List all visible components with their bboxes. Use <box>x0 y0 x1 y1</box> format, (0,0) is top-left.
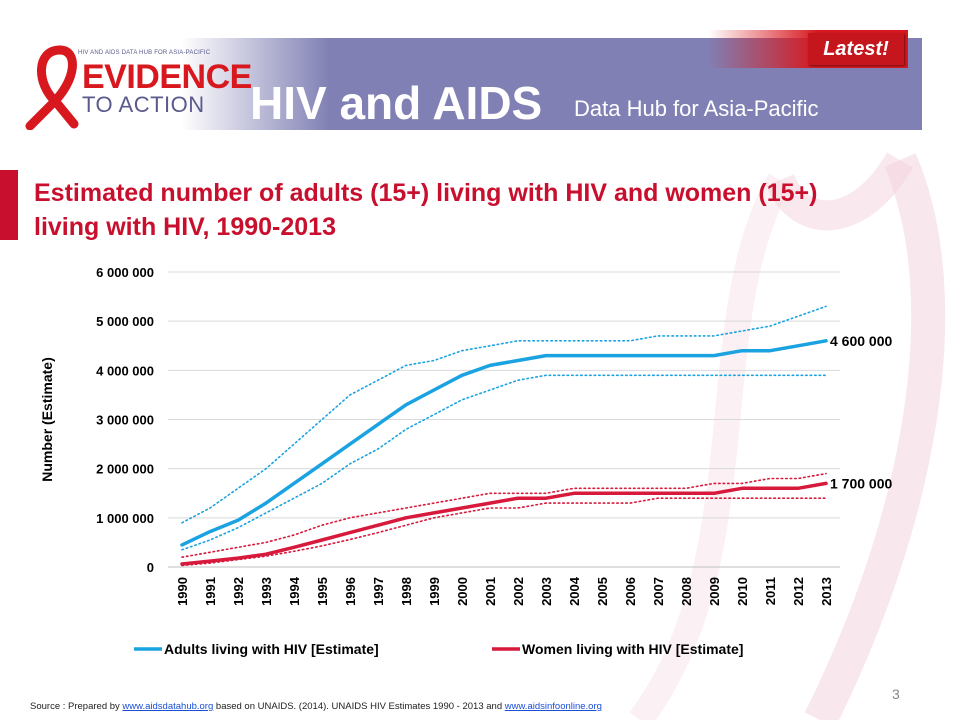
legend-label: Adults living with HIV [Estimate] <box>164 641 379 657</box>
y-tick-label: 3 000 000 <box>96 413 154 428</box>
end-value-label: 1 700 000 <box>830 475 892 491</box>
logo-tagline: HIV AND AIDS DATA HUB FOR ASIA-PACIFIC <box>78 50 211 56</box>
series-bound-line-4 <box>181 472 827 558</box>
logo-action-text: TO ACTION <box>82 92 205 117</box>
source-footer: Source : Prepared by www.aidsdatahub.org… <box>30 701 602 712</box>
series-bound-line-2 <box>181 374 827 551</box>
y-tick-label: 1 000 000 <box>96 511 154 526</box>
red-ribbon-icon <box>25 45 79 130</box>
y-tick-label: 5 000 000 <box>96 314 154 329</box>
header-subtitle: Data Hub for Asia-Pacific <box>574 96 819 121</box>
logo-evidence-text: EVIDENCE <box>82 58 252 96</box>
x-tick-label: 1997 <box>371 577 386 606</box>
page-number: 3 <box>892 686 900 702</box>
y-tick-label: 4 000 000 <box>96 363 154 378</box>
footer-middle: based on UNAIDS. (2014). UNAIDS HIV Esti… <box>213 701 505 712</box>
x-tick-label: 2007 <box>651 577 666 606</box>
x-tick-label: 2009 <box>707 577 722 606</box>
x-tick-label: 1991 <box>203 577 218 606</box>
series-bound-line-5 <box>181 497 827 567</box>
x-tick-label: 2013 <box>819 577 834 606</box>
evidence-to-action-logo: HIV AND AIDS DATA HUB FOR ASIA-PACIFIC E… <box>16 44 256 130</box>
x-tick-label: 2006 <box>623 577 638 606</box>
footer-prefix: Source : Prepared by <box>30 701 123 712</box>
series-line-3 <box>180 481 828 566</box>
series-bound-line-1 <box>181 305 827 524</box>
x-tick-label: 1996 <box>343 577 358 606</box>
x-tick-label: 1999 <box>427 577 442 606</box>
aidsdatahub-link[interactable]: www.aidsdatahub.org <box>122 701 214 712</box>
y-axis-title: Number (Estimate) <box>39 357 55 481</box>
x-tick-label: 2011 <box>763 577 778 605</box>
y-tick-label: 2 000 000 <box>96 462 154 477</box>
x-tick-label: 2010 <box>735 577 750 606</box>
x-tick-label: 1990 <box>175 577 190 606</box>
series-line-0 <box>180 339 828 547</box>
x-tick-label: 1992 <box>231 577 246 606</box>
x-tick-label: 2008 <box>679 577 694 606</box>
x-tick-label: 1998 <box>399 577 414 606</box>
x-tick-label: 2002 <box>511 577 526 606</box>
end-value-label: 4 600 000 <box>830 333 892 349</box>
x-tick-label: 1994 <box>287 576 302 606</box>
x-tick-label: 2000 <box>455 577 470 606</box>
x-tick-label: 1995 <box>315 577 330 606</box>
x-tick-label: 1993 <box>259 577 274 606</box>
x-tick-label: 2005 <box>595 577 610 606</box>
x-tick-label: 2001 <box>483 577 498 606</box>
x-tick-label: 2003 <box>539 577 554 606</box>
title-accent-bar <box>0 170 18 240</box>
latest-badge: Latest! <box>808 33 904 65</box>
y-tick-label: 6 000 000 <box>96 265 154 280</box>
x-tick-label: 2012 <box>791 577 806 606</box>
header-title: HIV and AIDS <box>250 77 543 129</box>
legend-label: Women living with HIV [Estimate] <box>522 641 743 657</box>
slide-title: Estimated number of adults (15+) living … <box>34 179 818 241</box>
y-tick-label: 0 <box>147 560 154 575</box>
aidsinfoonline-link[interactable]: www.aidsinfoonline.org <box>504 701 602 712</box>
x-tick-label: 2004 <box>567 576 582 606</box>
